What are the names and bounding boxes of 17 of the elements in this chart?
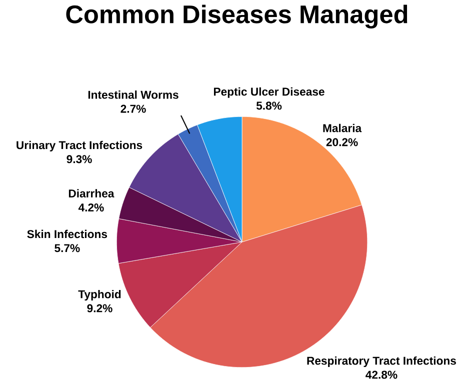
data-label: 5.7% <box>54 244 80 252</box>
slice-label: Diarrhea <box>68 189 114 198</box>
data-label: 2.7% <box>120 104 146 113</box>
slice-label: Malaria <box>323 124 362 132</box>
slice-label: Typhoid <box>78 290 121 301</box>
data-label: 4.2% <box>78 203 104 212</box>
chart-title: Common Diseases Managed <box>66 4 408 28</box>
data-label: 9.3% <box>66 155 92 164</box>
slice-label: Skin Infections <box>27 230 108 238</box>
data-label: 9.2% <box>87 304 112 312</box>
slice-label: Intestinal Worms <box>88 90 178 99</box>
slice-label: Peptic Ulcer Disease <box>214 87 324 98</box>
slice-label: Urinary Tract Infections <box>16 140 142 152</box>
data-label: 42.8% <box>366 370 398 379</box>
data-label: 20.2% <box>326 138 358 146</box>
slice-label: Respiratory Tract Infections <box>307 356 456 368</box>
data-label: 5.8% <box>256 102 282 110</box>
